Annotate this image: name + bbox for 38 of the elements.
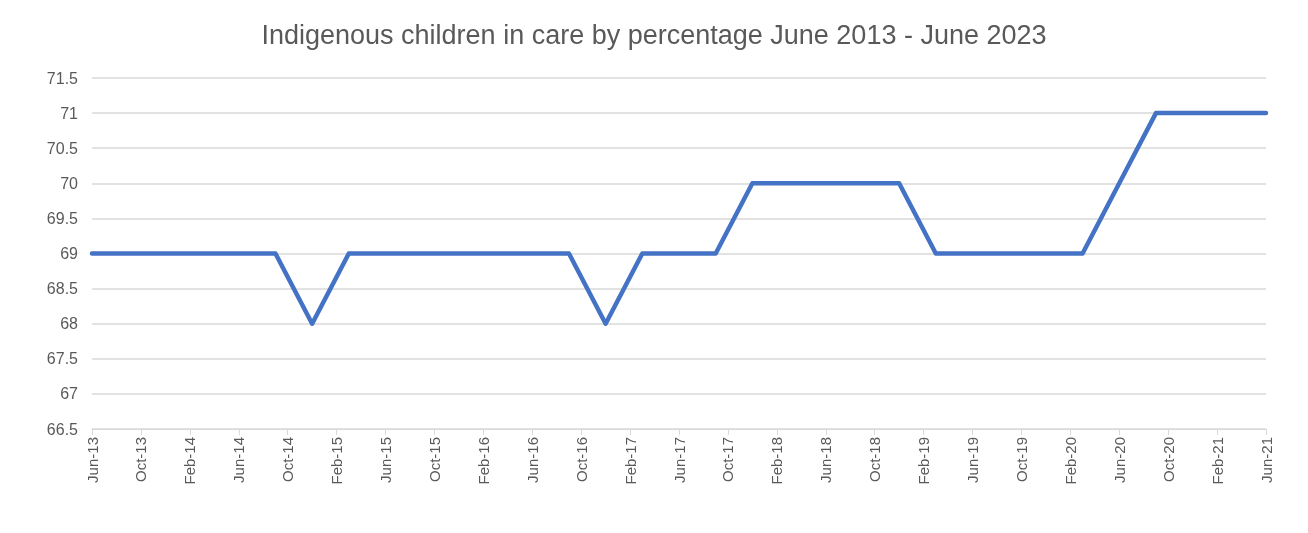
y-tick-label: 68.5: [46, 280, 79, 298]
x-tick-label: Feb-14: [181, 437, 199, 485]
y-tick-label: 71.5: [46, 69, 79, 87]
x-tick-label: Jun-15: [377, 437, 394, 483]
x-tick-label: Oct-17: [719, 437, 737, 483]
y-tick-label: 66.5: [46, 420, 79, 438]
x-tick-label: Jun-16: [523, 437, 541, 483]
x-tick-label: Jun-19: [964, 437, 981, 483]
chart-title: Indigenous children in care by percentage June 2013 - June 2023: [261, 19, 1047, 50]
x-tick-label: Oct-15: [425, 437, 443, 483]
x-tick-label: Jun-17: [670, 437, 688, 483]
y-tick-label: 71: [60, 104, 79, 122]
x-tick-label: Oct-16: [572, 437, 590, 483]
y-tick-label: 69: [60, 245, 79, 262]
line-series: [89, 110, 1269, 326]
x-tick-label: Feb-20: [1061, 437, 1079, 485]
x-tick-label: Feb-15: [328, 437, 346, 485]
y-tick-label: 68: [60, 315, 79, 333]
y-tick-label: 67: [60, 385, 79, 403]
x-tick-label: Feb-18: [768, 437, 786, 485]
x-tick-label: Oct-19: [1012, 437, 1030, 483]
x-tick-label: Feb-17: [621, 437, 639, 485]
x-tick-label: Jun-20: [1110, 437, 1128, 483]
x-tick-label: Feb-21: [1208, 437, 1226, 485]
x-tick-label: Oct-14: [279, 437, 297, 483]
y-tick-label: 70.5: [46, 139, 79, 157]
x-tick-label: Oct-13: [132, 437, 150, 483]
x-tick-label: Jun-21: [1257, 437, 1275, 483]
y-tick-label: 70: [60, 174, 79, 192]
x-tick-label: Feb-19: [915, 437, 933, 485]
x-tick-label: Jun-13: [83, 437, 101, 483]
x-tick-label: Jun-18: [817, 437, 835, 483]
x-tick-label: Oct-20: [1159, 437, 1177, 483]
y-tick-label: 67.5: [46, 350, 79, 368]
x-tick-label: Feb-16: [474, 437, 492, 485]
y-tick-label: 69.5: [46, 209, 79, 227]
x-tick-label: Jun-14: [230, 437, 248, 483]
x-tick-label: Oct-18: [866, 437, 884, 483]
